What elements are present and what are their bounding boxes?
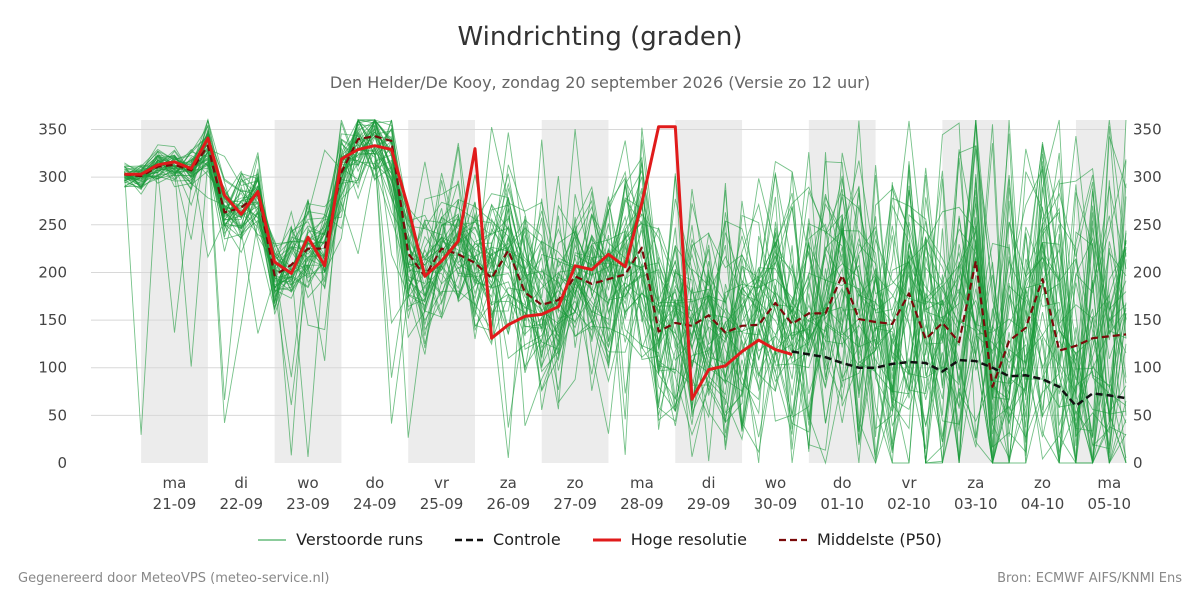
x-tick-day: di [234, 474, 248, 492]
ensemble-member-line [124, 120, 1127, 464]
legend-item-median[interactable]: Middelste (P50) [778, 530, 942, 549]
x-tick-date: 03-10 [954, 495, 998, 513]
legend-label: Middelste (P50) [816, 530, 942, 549]
legend-item-control[interactable]: Controle [455, 530, 561, 549]
ensemble-member-line [124, 118, 1127, 462]
legend-label: Hoge resolutie [630, 530, 747, 549]
ensemble-member-line [124, 149, 1127, 464]
legend-label: Verstoorde runs [296, 530, 424, 549]
y-tick-label-left: 0 [57, 454, 67, 472]
y-tick-label-right: 250 [1133, 216, 1162, 234]
x-tick-day: za [967, 474, 984, 492]
legend: Verstoorde runs Controle Hoge resolutie … [0, 530, 1200, 549]
ensemble-member-line [124, 135, 1127, 464]
x-tick-day: di [702, 474, 716, 492]
x-tick-day: ma [163, 474, 187, 492]
y-tick-label-left: 150 [38, 311, 67, 329]
y-tick-label-right: 300 [1133, 168, 1162, 186]
ensemble-member-line [124, 126, 1127, 465]
legend-swatch-median [778, 538, 807, 541]
x-tick-day: wo [297, 474, 318, 492]
y-tick-label-left: 100 [38, 359, 67, 377]
x-tick-date: 24-09 [353, 495, 397, 513]
x-tick-date: 29-09 [687, 495, 731, 513]
x-tick-date: 01-10 [820, 495, 864, 513]
ensemble-member-line [124, 152, 1127, 464]
series-line-high-res [124, 125, 793, 401]
x-tick-date: 27-09 [553, 495, 597, 513]
ensemble-member-line [124, 127, 1127, 443]
ensemble-member-line [124, 119, 1127, 456]
footer-source: Bron: ECMWF AIFS/KNMI Ens [997, 571, 1182, 586]
y-tick-label-right: 100 [1133, 359, 1162, 377]
y-axis-right: 0 50 100 150 200 250 300 350 [1133, 121, 1162, 472]
ensemble-member-line [124, 130, 1127, 464]
x-tick-date: 22-09 [219, 495, 263, 513]
wind-direction-chart: 0 50 100 150 200 250 300 350 0 50 100 150 200 250 300… [38, 118, 1162, 513]
x-tick-day: wo [765, 474, 786, 492]
y-tick-label-left: 350 [38, 121, 67, 139]
x-tick-date: 05-10 [1088, 495, 1132, 513]
weekend-band [274, 120, 342, 463]
legend-label: Controle [493, 530, 561, 549]
x-tick-day: ma [630, 474, 654, 492]
legend-swatch-high-res [592, 538, 621, 541]
chart-subtitle: Den Helder/De Kooy, zondag 20 september … [329, 73, 871, 92]
legend-item-ensemble[interactable]: Verstoorde runs [258, 530, 423, 549]
y-tick-label-right: 0 [1133, 454, 1143, 472]
footer-credit: Gegenereerd door MeteoVPS (meteo-service… [18, 571, 330, 586]
legend-swatch-control [455, 538, 484, 541]
y-axis-left: 0 50 100 150 200 250 300 350 [38, 121, 67, 472]
y-tick-label-left: 250 [38, 216, 67, 234]
x-tick-day: vr [434, 474, 450, 492]
x-tick-day: zo [1034, 474, 1051, 492]
x-tick-date: 02-10 [887, 495, 931, 513]
x-tick-date: 04-10 [1021, 495, 1065, 513]
chart-title: Windrichting (graden) [457, 22, 743, 52]
x-axis: ma 21-09 di 22-09 wo 23-09 do 24-09 vr 25-09 za 26-… [153, 474, 1131, 513]
x-tick-date: 23-09 [286, 495, 330, 513]
y-tick-label-left: 200 [38, 263, 67, 281]
y-tick-label-left: 300 [38, 168, 67, 186]
x-tick-day: zo [567, 474, 584, 492]
y-tick-label-right: 50 [1133, 406, 1152, 424]
x-tick-day: ma [1097, 474, 1121, 492]
ensemble-member-line [124, 127, 1127, 464]
x-tick-day: vr [901, 474, 917, 492]
y-tick-label-right: 200 [1133, 263, 1162, 281]
series-line-control [791, 350, 1127, 408]
x-tick-date: 21-09 [153, 495, 197, 513]
x-tick-date: 30-09 [754, 495, 798, 513]
series-line-median [124, 135, 1127, 388]
ensemble-member-line [124, 118, 1127, 427]
x-tick-date: 26-09 [487, 495, 531, 513]
y-tick-label-left: 50 [48, 406, 67, 424]
y-tick-label-right: 150 [1133, 311, 1162, 329]
x-tick-day: do [833, 474, 852, 492]
x-tick-date: 25-09 [420, 495, 464, 513]
ensemble-member-line [124, 118, 1127, 465]
x-tick-day: do [365, 474, 384, 492]
legend-swatch-ensemble [258, 539, 287, 540]
main-series-lines [124, 125, 1127, 408]
ensemble-member-line [124, 119, 1127, 464]
x-tick-day: za [500, 474, 517, 492]
ensemble-member-line [124, 131, 1127, 464]
x-tick-date: 28-09 [620, 495, 664, 513]
legend-item-high-res[interactable]: Hoge resolutie [592, 530, 747, 549]
y-tick-label-right: 350 [1133, 121, 1162, 139]
ensemble-member-line [124, 119, 1127, 464]
